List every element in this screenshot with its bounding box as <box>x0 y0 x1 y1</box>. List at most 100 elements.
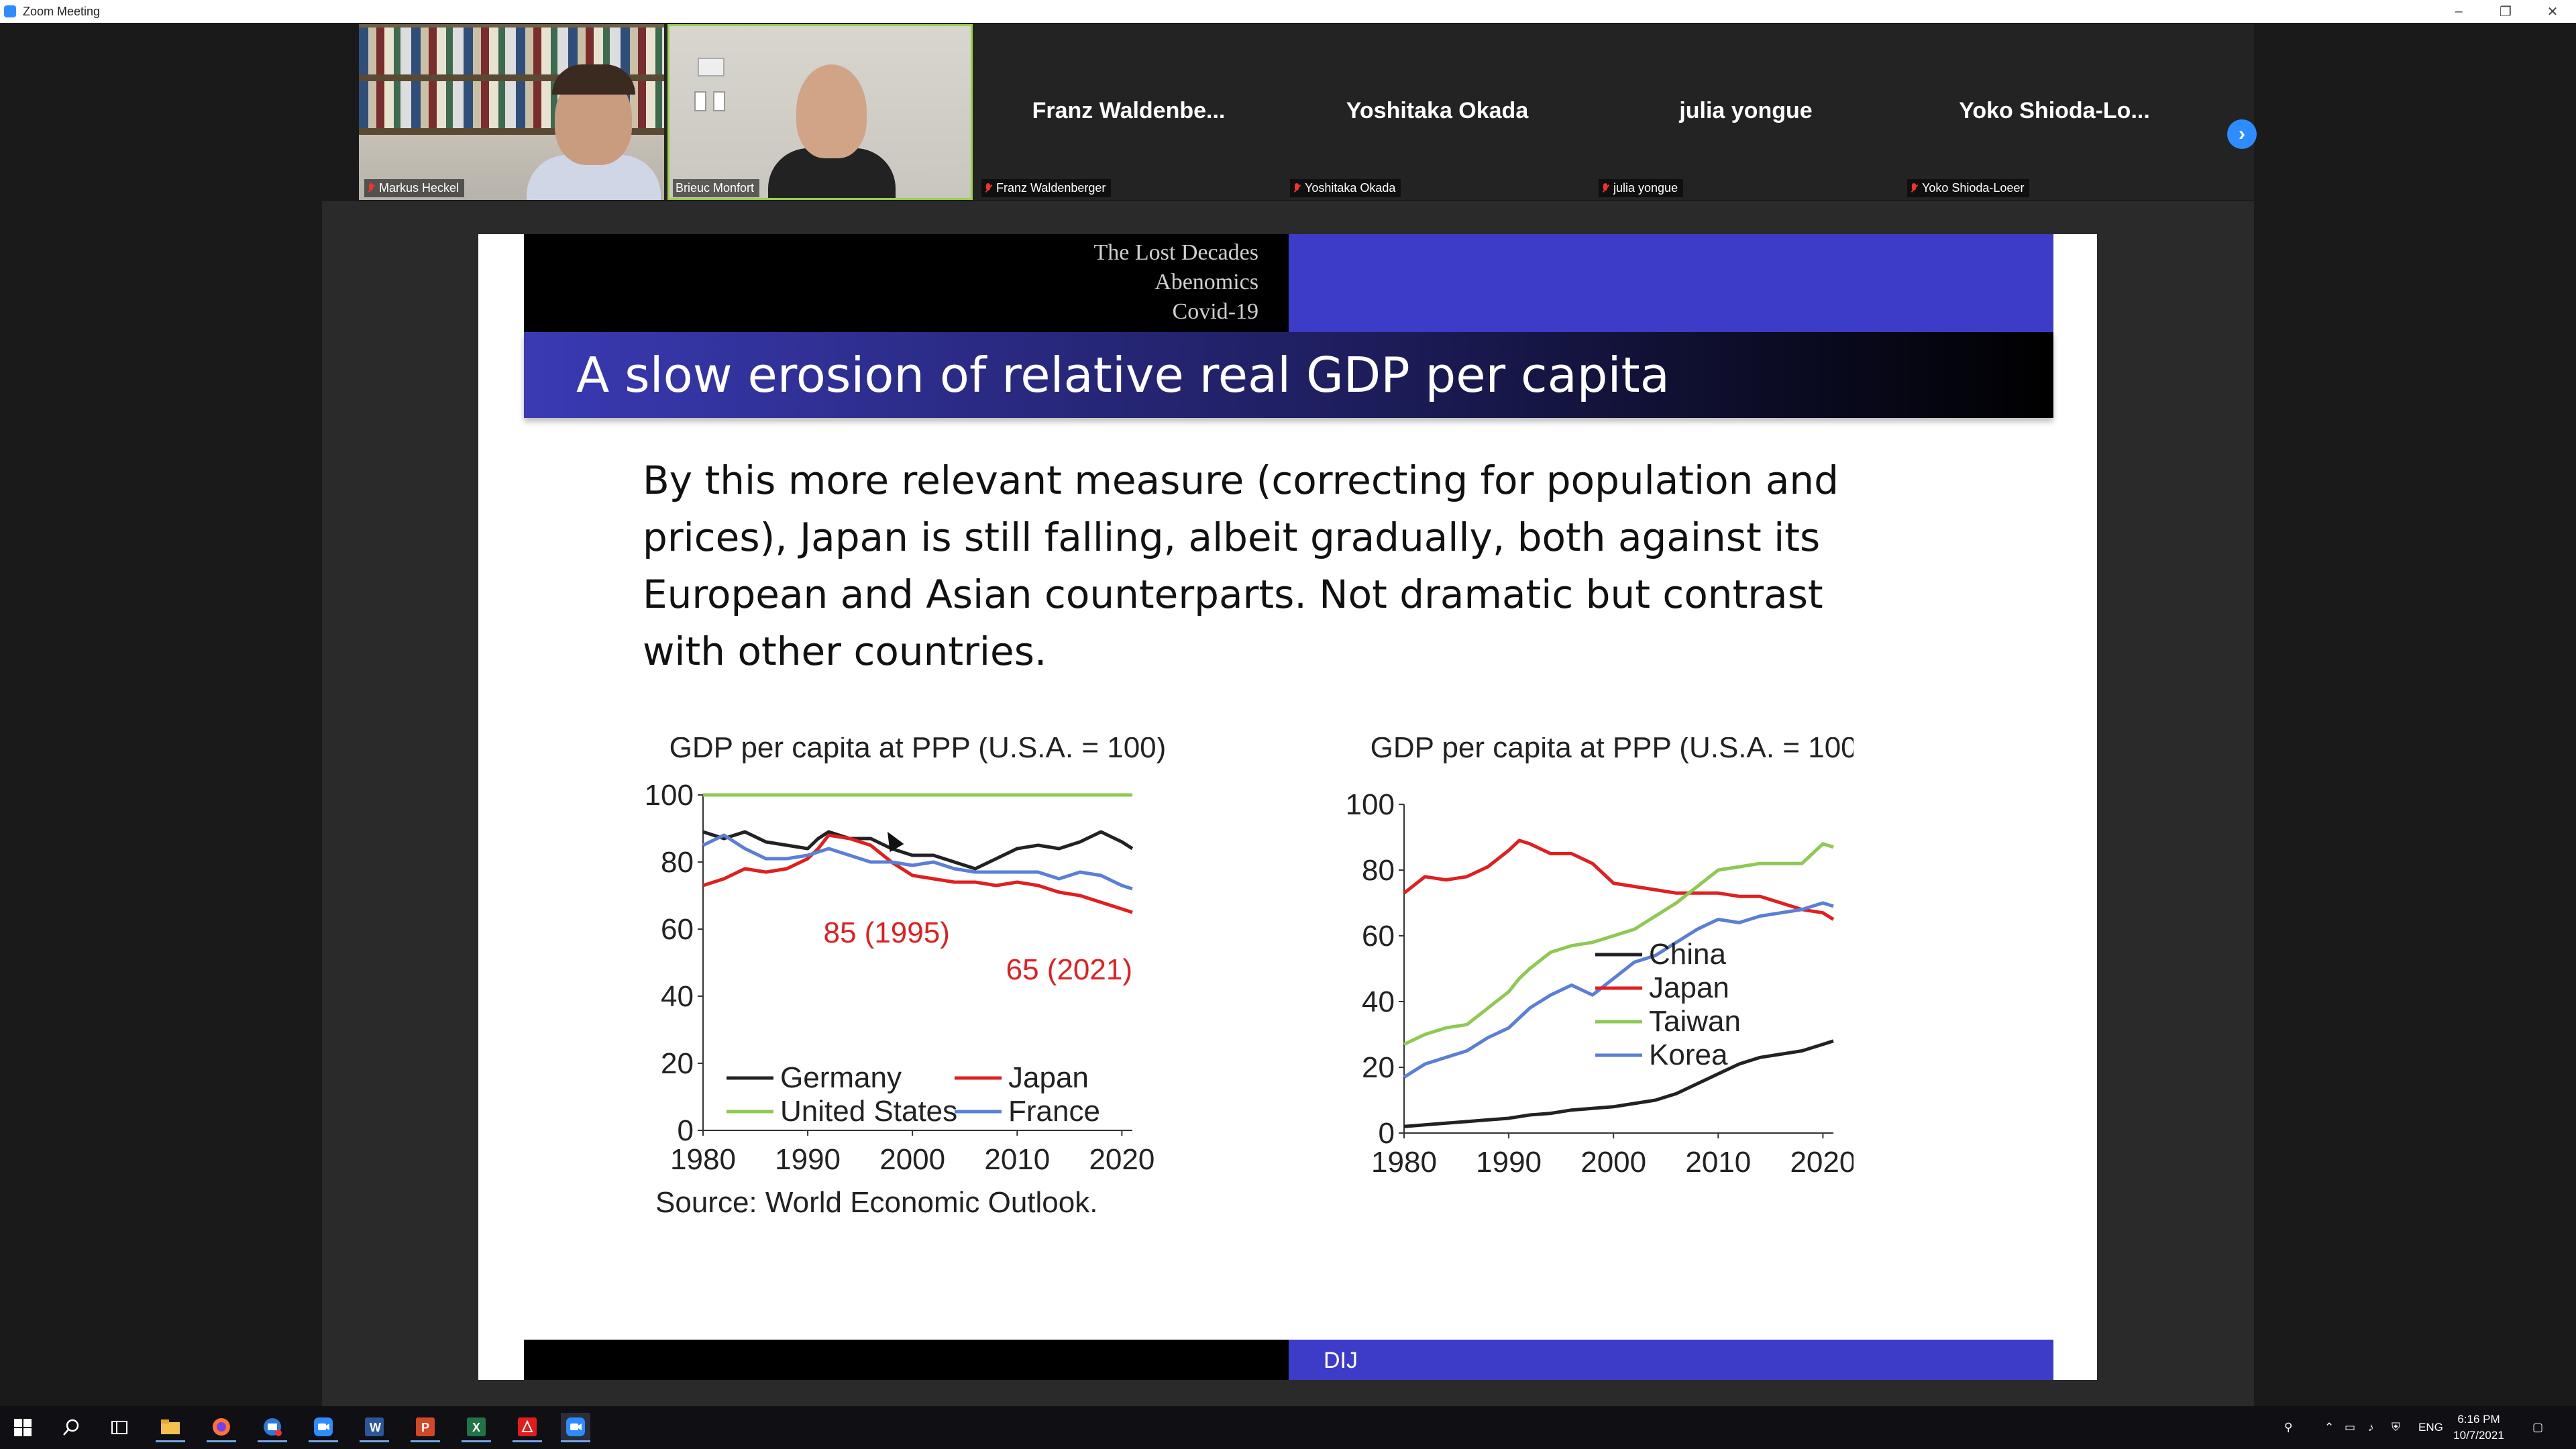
show-hidden-icons[interactable]: ⌃ <box>2324 1421 2334 1434</box>
notifications-icon[interactable]: ▢ <box>2532 1421 2544 1434</box>
minimize-icon[interactable]: – <box>2455 3 2463 19</box>
chart-right: GDP per capita at PPP (U.S.A. = 100) 0 20 4… <box>1346 737 1854 1179</box>
taskbar: W P X ⚲ ⌃ ▭ ♪ ⛨ ENG 6:16 PM 10/7/2021 ▢ <box>0 1406 2576 1449</box>
x-tick-label: 1980 <box>1371 1146 1437 1179</box>
participant-display-name: julia yongue <box>1679 98 1813 123</box>
series-line-taiwan <box>1403 842 1834 1046</box>
participant-name-tag: Franz Waldenberger <box>981 179 1112 197</box>
y-tick-label: 0 <box>678 1114 694 1147</box>
participant-strip: Markus Heckel Brieuc Monfort Franz Walde… <box>359 24 2254 200</box>
participant-tile[interactable]: Yoshitaka Okada Yoshitaka Okada <box>1285 24 1590 200</box>
participant-display-name: Franz Waldenbe... <box>1032 98 1226 123</box>
svg-text:W: W <box>370 1421 381 1434</box>
mic-muted-icon <box>367 182 375 195</box>
firefox-icon[interactable] <box>207 1413 236 1442</box>
clock-date: 10/7/2021 <box>2453 1429 2504 1442</box>
acrobat-icon[interactable] <box>513 1413 542 1442</box>
participant-name-tag: Yoko Shioda-Loeer <box>1907 179 2030 197</box>
y-tick-label: 80 <box>661 846 694 879</box>
x-tick-label: 2010 <box>1685 1146 1751 1179</box>
chart-title: GDP per capita at PPP (U.S.A. = 100) <box>1371 737 1854 764</box>
y-tick-label: 40 <box>1362 985 1395 1018</box>
chart-annotation: 85 (1995) <box>824 916 950 949</box>
participant-tile[interactable]: Franz Waldenbe... Franz Waldenberger <box>976 24 1281 200</box>
legend-label: Japan <box>1008 1061 1089 1094</box>
zoom-icon[interactable] <box>309 1413 338 1442</box>
search-icon[interactable] <box>56 1413 86 1442</box>
presentation-slide: The Lost Decades Abenomics Covid-19 A sl… <box>478 234 2097 1380</box>
svg-text:P: P <box>421 1421 429 1434</box>
mic-muted-icon <box>1293 182 1301 195</box>
x-tick-label: 1990 <box>1476 1146 1542 1179</box>
mail-icon[interactable] <box>258 1413 287 1442</box>
legend-label: Japan <box>1649 971 1729 1004</box>
legend-label: Korea <box>1649 1038 1728 1071</box>
y-tick-label: 20 <box>661 1047 694 1080</box>
x-tick-label: 2000 <box>1580 1146 1646 1179</box>
window-titlebar: Zoom Meeting – ❐ ✕ <box>0 0 2576 23</box>
chart-annotation: 65 (2021) <box>1006 953 1132 986</box>
x-tick-label: 2020 <box>1790 1146 1854 1179</box>
slide-footer-right <box>1289 1340 2053 1380</box>
series-line-germany <box>702 830 1134 871</box>
participant-tile[interactable]: Markus Heckel <box>359 24 664 200</box>
mic-muted-icon <box>1601 182 1609 195</box>
mic-muted-icon <box>984 182 992 195</box>
close-icon[interactable]: ✕ <box>2546 4 2559 19</box>
series-line-china <box>1403 1039 1834 1128</box>
legend-label: United States <box>780 1095 957 1128</box>
series-line-japan <box>702 833 1133 914</box>
slide-title: A slow erosion of relative real GDP per … <box>576 347 1670 403</box>
mic-muted-icon <box>1910 182 1918 195</box>
y-tick-label: 20 <box>1362 1051 1395 1084</box>
start-icon[interactable] <box>8 1413 38 1442</box>
volume-icon[interactable]: ♪ <box>2368 1421 2374 1434</box>
clock[interactable]: 6:16 PM 10/7/2021 <box>2442 1411 2516 1444</box>
participant-face <box>796 64 867 158</box>
active-speaker-border <box>667 24 973 200</box>
powerpoint-icon[interactable]: P <box>411 1413 440 1442</box>
chevron-right-icon: › <box>2239 123 2245 145</box>
participant-tile[interactable]: Yoko Shioda-Lo... Yoko Shioda-Loeer <box>1902 24 2207 200</box>
legend-label: Germany <box>780 1061 902 1094</box>
slide-title-bar: A slow erosion of relative real GDP per … <box>524 332 2053 418</box>
series-line-japan <box>1403 839 1835 921</box>
section-item: Covid-19 <box>1172 299 1258 324</box>
section-item: The Lost Decades <box>1093 240 1258 265</box>
word-icon[interactable]: W <box>360 1413 389 1442</box>
y-tick-label: 60 <box>661 913 694 946</box>
y-tick-label: 80 <box>1362 854 1395 887</box>
participant-name-tag: Markus Heckel <box>364 179 465 197</box>
section-item: Abenomics <box>1155 270 1258 294</box>
participant-tile[interactable]: julia yongue julia yongue <box>1593 24 1898 200</box>
zoom-meeting-icon[interactable] <box>561 1413 590 1442</box>
participant-name-tag: Brieuc Monfort <box>673 179 760 197</box>
section-list: The Lost Decades Abenomics Covid-19 <box>524 238 1258 327</box>
participant-tile-active[interactable]: Brieuc Monfort <box>667 24 973 200</box>
chart-source: Source: World Economic Outlook. <box>655 1186 1097 1219</box>
people-icon[interactable]: ⚲ <box>2284 1421 2293 1434</box>
svg-text:X: X <box>472 1421 480 1434</box>
legend-label: China <box>1649 938 1726 971</box>
y-tick-label: 100 <box>646 779 694 812</box>
network-icon[interactable]: ▭ <box>2345 1421 2356 1434</box>
restore-icon[interactable]: ❐ <box>2500 4 2512 19</box>
language-indicator[interactable]: ENG <box>2418 1421 2443 1434</box>
chart-title: GDP per capita at PPP (U.S.A. = 100) <box>669 737 1167 764</box>
x-tick-label: 2000 <box>879 1143 945 1176</box>
participant-name-tag: Yoshitaka Okada <box>1290 179 1401 197</box>
participant-display-name: Yoshitaka Okada <box>1346 98 1529 123</box>
chart-left: GDP per capita at PPP (U.S.A. = 100) 0 20 4… <box>646 737 1167 1219</box>
excel-icon[interactable]: X <box>462 1413 491 1442</box>
y-tick-label: 100 <box>1346 788 1395 821</box>
participant-name-tag: julia yongue <box>1599 179 1684 197</box>
file-explorer-icon[interactable] <box>156 1413 185 1442</box>
legend-label: France <box>1008 1095 1100 1128</box>
task-view-icon[interactable] <box>105 1413 134 1442</box>
slide-paragraph: By this more relevant measure (correctin… <box>643 458 1839 674</box>
security-icon[interactable]: ⛨ <box>2392 1421 2400 1434</box>
y-tick-label: 60 <box>1362 920 1395 953</box>
clock-time: 6:16 PM <box>2457 1413 2500 1426</box>
y-tick-label: 40 <box>661 980 694 1013</box>
next-page-button[interactable]: › <box>2227 119 2257 149</box>
